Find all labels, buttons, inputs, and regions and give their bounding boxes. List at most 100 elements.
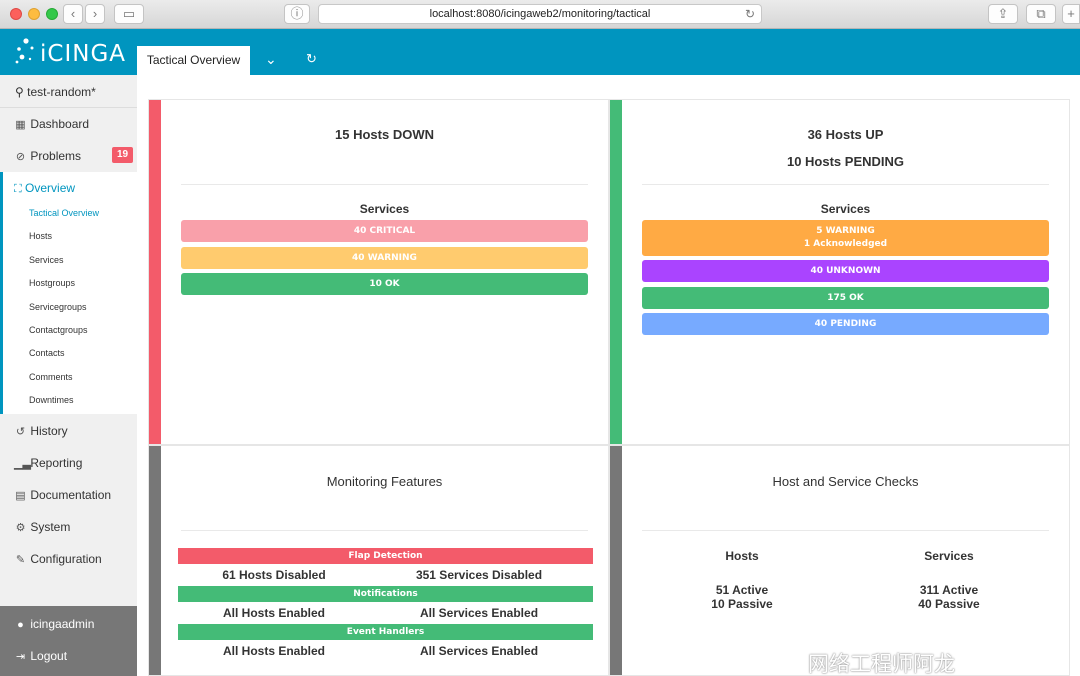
sidebar-subitem-hostgroups[interactable]: Hostgroups	[29, 278, 76, 288]
browser-toolbar: ‹ › ▭ ⓘ localhost:8080/icingaweb2/monito…	[0, 0, 1080, 29]
grid-icon: ▦	[15, 119, 26, 131]
sidebar: ⚲ test-random* ▦ Dashboard ⊘ Problems 19…	[0, 75, 137, 676]
overview-section: ⛶ Overview Tactical Overview Hosts Servi…	[0, 172, 137, 414]
search-icon: ⚲	[15, 85, 24, 99]
gears-icon: ⚙	[15, 522, 26, 534]
zoom-window-button[interactable]	[46, 8, 58, 20]
book-icon: ▤	[15, 490, 26, 502]
sidebar-subitem-services[interactable]: Services	[29, 255, 64, 265]
logout-icon: ⇥	[15, 651, 26, 663]
sidebar-item-configuration[interactable]: ✎ Configuration	[0, 543, 137, 575]
sidebar-toggle-icon[interactable]: ▭	[114, 4, 144, 24]
sidebar-item-dashboard[interactable]: ▦ Dashboard	[0, 108, 137, 140]
search-input[interactable]: ⚲ test-random*	[0, 75, 137, 108]
sidebar-item-logout[interactable]: ⇥ Logout	[0, 640, 137, 672]
hosts-up-tile: 36 Hosts UP 10 Hosts PENDING Services 5 …	[609, 99, 1070, 445]
sidebar-item-problems[interactable]: ⊘ Problems 19	[0, 140, 137, 172]
services-warning-bar[interactable]: 40 WARNING	[181, 247, 588, 269]
minimize-window-button[interactable]	[28, 8, 40, 20]
divider	[642, 184, 1049, 185]
sidebar-item-label: Configuration	[30, 552, 102, 566]
sidebar-item-label: Dashboard	[30, 117, 90, 131]
share-icon[interactable]: ⇪	[988, 4, 1018, 24]
divider	[181, 530, 588, 531]
sidebar-item-reporting[interactable]: ▁▃ Reporting	[0, 447, 137, 479]
event-handlers-hosts-status[interactable]: All Hosts Enabled	[222, 644, 326, 658]
close-window-button[interactable]	[10, 8, 22, 20]
sidebar-item-label: icingaadmin	[30, 617, 95, 631]
watermark-text: 网络工程师阿龙	[808, 652, 955, 676]
services-passive-checks[interactable]: 40 Passive	[918, 597, 980, 611]
sidebar-subitem-contactgroups[interactable]: Contactgroups	[29, 325, 88, 335]
history-icon: ↺	[15, 426, 26, 438]
tabs-icon[interactable]: ⧉	[1026, 4, 1056, 24]
sidebar-item-history[interactable]: ↺ History	[0, 415, 137, 447]
sidebar-item-system[interactable]: ⚙ System	[0, 511, 137, 543]
user-menu: ● icingaadmin ⇥ Logout	[0, 606, 137, 676]
active-indicator	[0, 172, 3, 414]
new-tab-icon[interactable]: +	[1062, 4, 1080, 24]
sidebar-item-overview[interactable]: ⛶ Overview	[14, 181, 75, 196]
refresh-icon[interactable]: ↻	[306, 51, 317, 66]
address-bar[interactable]: localhost:8080/icingaweb2/monitoring/tac…	[318, 4, 762, 24]
forward-icon[interactable]: ›	[85, 4, 105, 24]
ok-stripe	[610, 100, 622, 444]
services-critical-bar[interactable]: 40 CRITICAL	[181, 220, 588, 242]
notifications-header: Notifications	[178, 586, 593, 602]
sidebar-subitem-downtimes[interactable]: Downtimes	[29, 395, 74, 405]
tactical-overview-dashboard: 15 Hosts DOWN Services 40 CRITICAL 40 WA…	[137, 75, 1080, 676]
sidebar-subitem-servicegroups[interactable]: Servicegroups	[29, 302, 87, 312]
services-warning-bar[interactable]: 5 WARNING 1 Acknowledged	[642, 220, 1049, 256]
reload-icon[interactable]: ↻	[744, 7, 755, 21]
flap-detection-header: Flap Detection	[178, 548, 593, 564]
neutral-stripe	[149, 446, 161, 675]
hosts-pending-heading[interactable]: 10 Hosts PENDING	[786, 154, 905, 169]
monitoring-features-title: Monitoring Features	[326, 474, 443, 489]
services-unknown-bar[interactable]: 40 UNKNOWN	[642, 260, 1049, 282]
chevron-down-icon[interactable]: ⌄	[265, 51, 277, 67]
app-header: iCINGA Tactical Overview ⌄ ↻	[0, 29, 1080, 75]
flap-hosts-status[interactable]: 61 Hosts Disabled	[222, 568, 326, 582]
sidebar-subitem-contacts[interactable]: Contacts	[29, 348, 65, 358]
event-handlers-header: Event Handlers	[178, 624, 593, 640]
user-icon: ●	[17, 619, 24, 631]
sidebar-subitem-tactical-overview[interactable]: Tactical Overview	[29, 208, 100, 218]
services-pending-bar[interactable]: 40 PENDING	[642, 313, 1049, 335]
event-handlers-services-status[interactable]: All Services Enabled	[419, 644, 539, 658]
flap-services-status[interactable]: 351 Services Disabled	[415, 568, 543, 582]
sidebar-item-label: Problems	[30, 149, 82, 163]
sidebar-subitem-hosts[interactable]: Hosts	[29, 231, 53, 241]
services-ok-bar[interactable]: 175 OK	[642, 287, 1049, 309]
checks-hosts-label: Hosts	[725, 549, 759, 563]
wrench-icon: ✎	[15, 554, 26, 566]
hosts-down-heading[interactable]: 15 Hosts DOWN	[335, 127, 434, 142]
checks-services-label: Services	[924, 549, 974, 563]
services-label: Services	[359, 202, 410, 216]
checks-title: Host and Service Checks	[772, 474, 919, 489]
sidebar-subitem-comments[interactable]: Comments	[29, 372, 73, 382]
neutral-stripe	[610, 446, 622, 675]
hosts-up-heading[interactable]: 36 Hosts UP	[807, 127, 884, 142]
block-icon: ⊘	[15, 151, 26, 163]
notifications-services-status[interactable]: All Services Enabled	[419, 606, 539, 620]
critical-stripe	[149, 100, 161, 444]
divider	[642, 530, 1049, 531]
sidebar-item-label: Logout	[30, 649, 68, 663]
tab-tactical-overview[interactable]: Tactical Overview	[137, 46, 250, 75]
services-active-checks[interactable]: 311 Active	[919, 583, 979, 597]
warning-acknowledged: 1 Acknowledged	[803, 239, 888, 249]
checks-tile: Host and Service Checks Hosts Services 5…	[609, 445, 1070, 676]
back-icon[interactable]: ‹	[63, 4, 83, 24]
bar-chart-icon: ▁▃	[14, 458, 31, 470]
divider	[181, 184, 588, 185]
hosts-passive-checks[interactable]: 10 Passive	[711, 597, 773, 611]
sidebar-item-label: Overview	[25, 181, 76, 195]
sidebar-item-user[interactable]: ● icingaadmin	[0, 608, 137, 640]
services-ok-bar[interactable]: 10 OK	[181, 273, 588, 295]
sidebar-item-documentation[interactable]: ▤ Documentation	[0, 479, 137, 511]
services-label: Services	[820, 202, 871, 216]
hosts-active-checks[interactable]: 51 Active	[715, 583, 769, 597]
notifications-hosts-status[interactable]: All Hosts Enabled	[222, 606, 326, 620]
info-icon[interactable]: ⓘ	[284, 4, 310, 24]
monitoring-features-tile: Monitoring Features Flap Detection 61 Ho…	[148, 445, 609, 676]
